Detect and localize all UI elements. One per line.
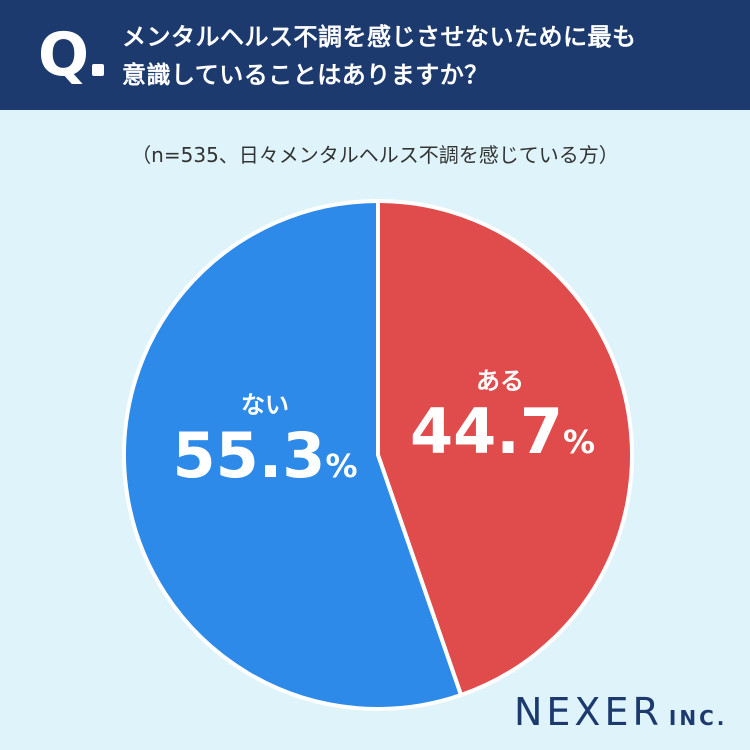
slice-category-aru: ある: [476, 367, 524, 395]
nexer-logo: NEXER INC.: [514, 690, 727, 740]
slice-unit-nai: %: [325, 447, 358, 485]
slice-category-nai: ない: [241, 391, 289, 419]
pie-slice-nai: [122, 199, 464, 711]
logo-main: NEXER: [514, 690, 663, 734]
q-mark: Q: [38, 20, 89, 90]
slice-value-nai: 55.3: [172, 419, 326, 492]
sample-note: （n=535、日々メンタルヘルス不調を感じている方）: [131, 143, 619, 167]
pie-slice-aru: [376, 199, 634, 698]
logo-suffix: INC.: [668, 706, 728, 730]
question-line-1: メンタルヘルス不調を感じさせないために最も: [122, 23, 637, 51]
slice-value-aru: 44.7: [410, 395, 563, 468]
slice-label-aru: ある 44.7%: [410, 366, 595, 468]
question-header: Q メンタルヘルス不調を感じさせないために最も 意識していることはありますか？: [0, 0, 750, 110]
slice-label-nai: ない 55.3%: [170, 390, 360, 492]
slice-unit-aru: %: [562, 423, 596, 461]
question-line-2: 意識していることはありますか？: [122, 61, 489, 89]
q-dot: [92, 64, 104, 76]
question-text: メンタルヘルス不調を感じさせないために最も 意識していることはありますか？: [122, 18, 732, 94]
